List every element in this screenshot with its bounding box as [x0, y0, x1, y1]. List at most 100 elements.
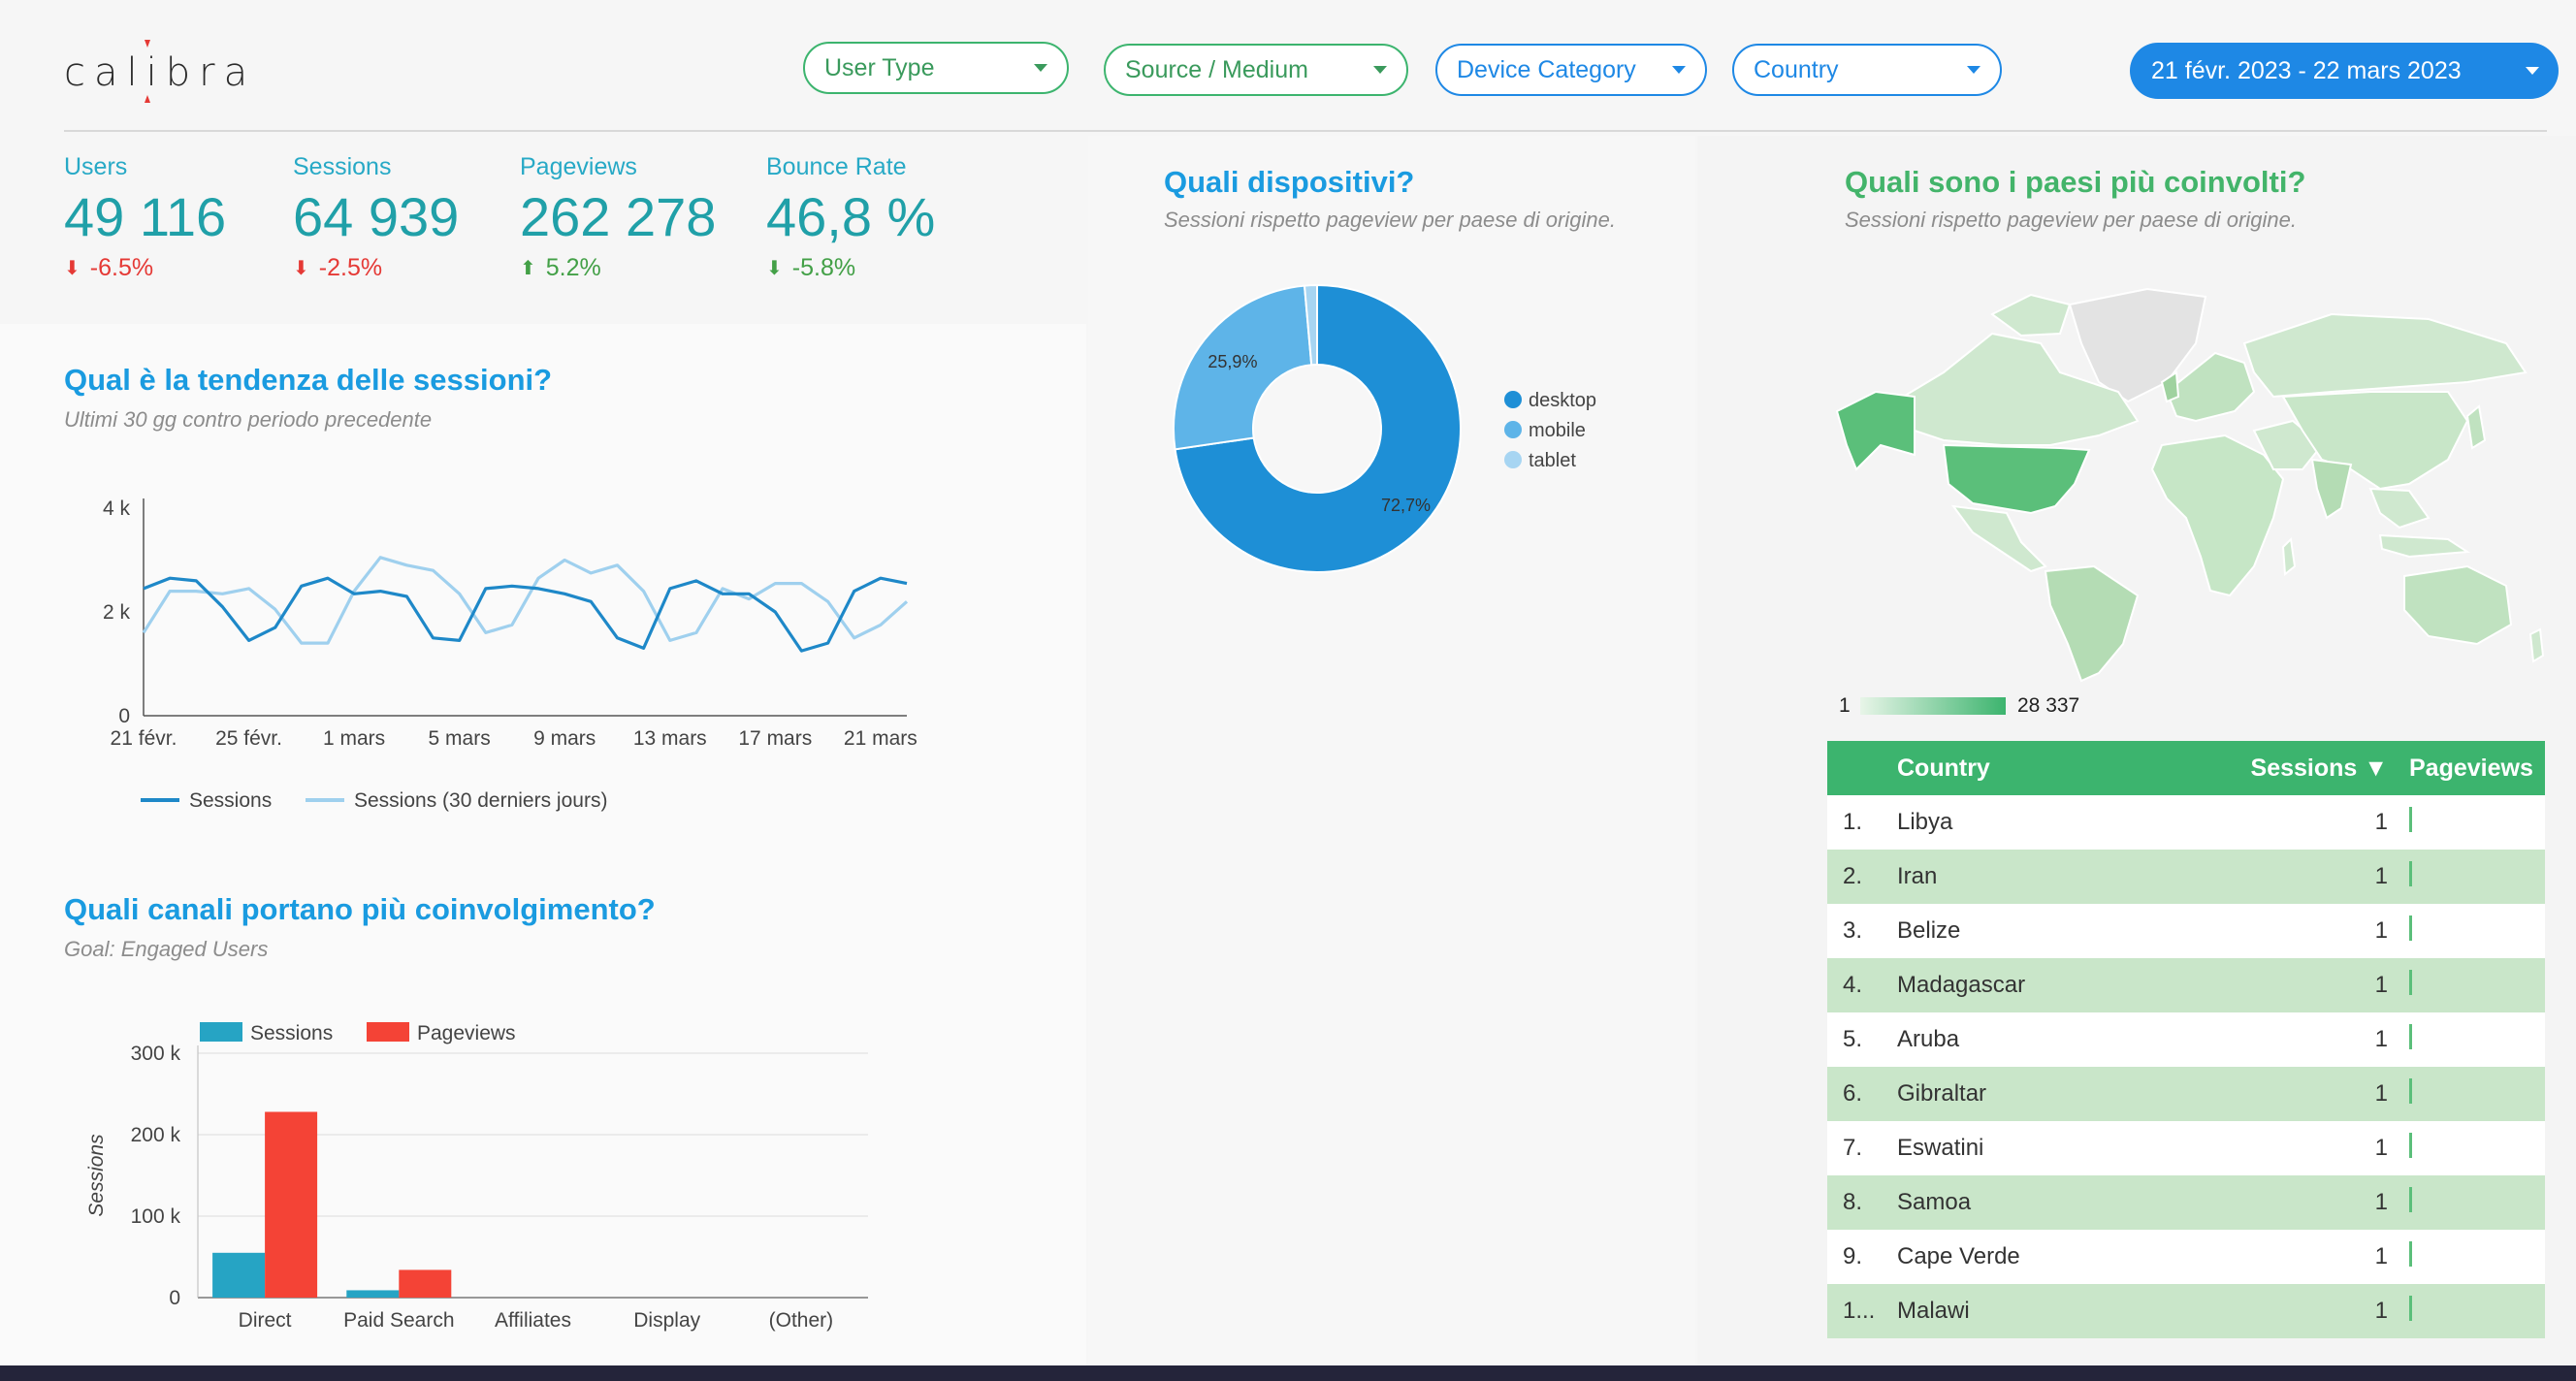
table-row[interactable]: 2. Iran 1 — [1827, 850, 2545, 904]
table-row[interactable]: 1. Libya 1 — [1827, 795, 2545, 850]
row-pageviews — [2388, 1023, 2545, 1056]
header-sessions[interactable]: Sessions ▼ — [2250, 754, 2388, 782]
devices-subtitle: Sessioni rispetto pageview per paese di … — [1164, 208, 1616, 232]
table-row[interactable]: 7. Eswatini 1 — [1827, 1121, 2545, 1175]
countries-title: Quali sono i paesi più coinvolti? — [1845, 165, 2306, 199]
y-tick-label: 0 — [169, 1287, 180, 1309]
kpi-delta-value: 5.2% — [545, 254, 601, 281]
channels-subtitle: Goal: Engaged Users — [64, 937, 269, 961]
map-japan — [2465, 404, 2487, 450]
kpi-label: Pageviews — [520, 153, 637, 180]
x-tick-label: 21 mars — [844, 727, 918, 750]
legend-label: tablet — [1529, 450, 1576, 471]
row-sessions: 1 — [2374, 1189, 2388, 1215]
row-country: Libya — [1897, 809, 1953, 835]
table-row[interactable]: 6. Gibraltar 1 — [1827, 1067, 2545, 1121]
date-range-picker[interactable]: 21 févr. 2023 - 22 mars 2023 — [2130, 43, 2559, 99]
header-country[interactable]: Country — [1897, 754, 1990, 782]
map-africa — [2150, 434, 2285, 597]
filter-device-category[interactable]: Device Category — [1435, 44, 1707, 96]
map-color-scale — [1860, 697, 2006, 715]
legend-label: desktop — [1529, 390, 1596, 411]
kpi-value: 49 116 — [64, 186, 227, 247]
kpi-value: 64 939 — [293, 186, 460, 247]
map-canada — [1893, 332, 2140, 446]
bar-sessions — [212, 1252, 266, 1298]
table-row[interactable]: 5. Aruba 1 — [1827, 1012, 2545, 1067]
x-tick-label: Display — [633, 1309, 700, 1332]
map-mexico — [1950, 504, 2047, 573]
filter-label: User Type — [824, 53, 935, 81]
row-sessions: 1 — [2374, 1026, 2388, 1052]
slice-tablet — [1303, 283, 1318, 367]
row-pageviews — [2388, 1077, 2545, 1110]
slice-desktop — [1174, 283, 1462, 573]
row-country: Iran — [1897, 863, 1938, 889]
map-australia — [2403, 564, 2513, 646]
filter-label: Source / Medium — [1125, 55, 1308, 83]
table-row[interactable]: 4. Madagascar 1 — [1827, 958, 2545, 1012]
x-tick-label: 25 févr. — [215, 727, 282, 750]
map-indonesia — [2378, 533, 2470, 559]
kpi-delta: ⬇ -6.5% — [64, 254, 226, 282]
x-tick-label: 1 mars — [323, 727, 385, 750]
row-index: 2. — [1843, 863, 1863, 889]
table-row[interactable]: 1... Malawi 1 — [1827, 1284, 2545, 1338]
chevron-down-icon — [1373, 66, 1387, 74]
kpi-bounce-rate: Bounce Rate 46,8 % ⬇ -5.8% — [766, 153, 935, 282]
y-tick-label: 100 k — [131, 1205, 181, 1228]
trend-title: Qual è la tendenza delle sessioni? — [64, 363, 553, 397]
series-line-sessions-30-days — [142, 556, 909, 645]
table-row[interactable]: 3. Belize 1 — [1827, 904, 2545, 958]
kpi-delta: ⬇ -2.5% — [293, 254, 459, 282]
pageviews-bar — [2409, 806, 2412, 832]
devices-title: Quali dispositivi? — [1164, 165, 1415, 199]
row-sessions: 1 — [2374, 1080, 2388, 1107]
x-tick-label: (Other) — [769, 1309, 834, 1332]
row-index: 6. — [1843, 1080, 1863, 1107]
table-row[interactable]: 9. Cape Verde 1 — [1827, 1230, 2545, 1284]
kpi-delta-value: -2.5% — [318, 254, 383, 281]
pageviews-bar — [2409, 1077, 2412, 1104]
kpi-label: Sessions — [293, 153, 392, 180]
row-country: Cape Verde — [1897, 1243, 2020, 1269]
trend-subtitle: Ultimi 30 gg contro periodo precedente — [64, 407, 433, 432]
map-new-zealand — [2528, 627, 2545, 663]
kpi-label: Users — [64, 153, 128, 180]
pageviews-bar — [2409, 1023, 2412, 1049]
filter-country[interactable]: Country — [1732, 44, 2002, 96]
map-uk — [2160, 370, 2180, 403]
logo-mark-bottom-icon — [145, 95, 150, 103]
row-pageviews — [2388, 860, 2545, 893]
row-index: 7. — [1843, 1135, 1863, 1161]
kpi-value: 46,8 % — [766, 186, 936, 247]
kpi-value: 262 278 — [520, 186, 717, 247]
row-sessions: 1 — [2374, 972, 2388, 998]
countries-subtitle: Sessioni rispetto pageview per paese di … — [1845, 208, 2297, 232]
slice-label: 25,9% — [1208, 352, 1257, 371]
sessions-trend-chart: 0 2 k 4 k 21 févr. 25 févr. 1 mars 5 mars 9 mar… — [103, 498, 918, 812]
y-tick-label: 300 k — [131, 1043, 181, 1065]
channels-title: Quali canali portano più coinvolgimento? — [64, 892, 656, 926]
row-sessions: 1 — [2374, 917, 2388, 944]
row-index: 8. — [1843, 1189, 1863, 1215]
devices-donut-chart: 72,7% 25,9% desktop mobile tablet — [1173, 283, 1596, 573]
table-body: 1. Libya 1 2. Iran 1 3. Belize 1 4. Madagascar 1 5. A… — [1827, 795, 2545, 1338]
header-pageviews[interactable]: Pageviews — [2409, 754, 2533, 782]
row-country: Malawi — [1897, 1298, 1970, 1324]
row-country: Samoa — [1897, 1189, 1972, 1215]
kpi-pageviews: Pageviews 262 278 ⬆ 5.2% — [520, 153, 716, 282]
bar-pageviews — [399, 1269, 452, 1298]
map-india — [2310, 458, 2353, 520]
table-row[interactable]: 8. Samoa 1 — [1827, 1175, 2545, 1230]
row-country: Aruba — [1897, 1026, 1960, 1052]
channels-bar-chart: 0 100 k 200 k 300 k Sessions Direct Paid Searc… — [85, 1022, 868, 1332]
arrow-down-icon: ⬇ — [766, 258, 783, 279]
filter-user-type[interactable]: User Type — [803, 42, 1069, 94]
map-south-america — [2044, 564, 2140, 683]
row-index: 1... — [1843, 1298, 1876, 1324]
filter-source-medium[interactable]: Source / Medium — [1104, 44, 1408, 96]
legend-swatch — [200, 1022, 242, 1042]
row-index: 1. — [1843, 809, 1863, 835]
calibra-logo: calibra — [64, 50, 257, 95]
